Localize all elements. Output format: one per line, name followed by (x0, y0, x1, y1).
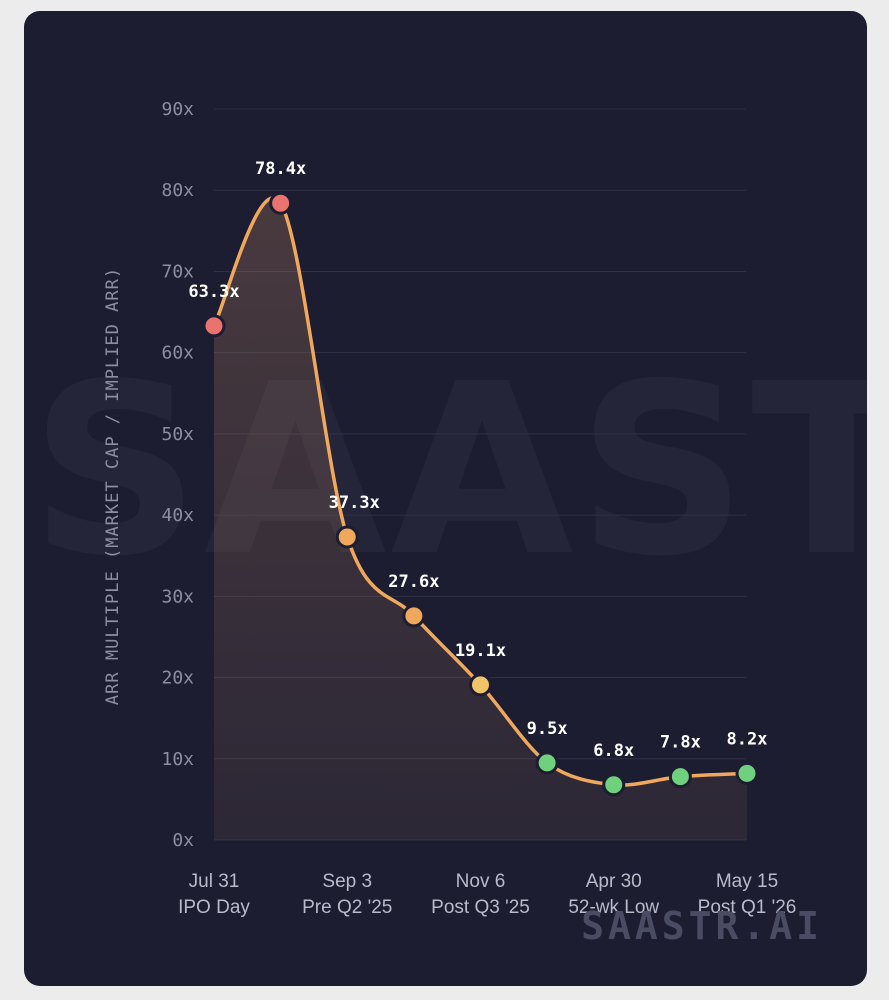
x-tick-labels: Jul 31 IPO Day Sep 3 Pre Q2 '25 Nov 6 Post Q3… (178, 871, 796, 918)
y-tick-label: 60x (161, 343, 194, 364)
x-tick-label: Pre Q2 '25 (302, 897, 392, 918)
y-axis-label: ARR MULTIPLE (MARKET CAP / IMPLIED ARR) (103, 267, 123, 705)
data-label: 8.2x (727, 729, 768, 749)
x-tick-label: Apr 30 (586, 871, 642, 892)
data-label: 63.3x (188, 282, 239, 302)
x-tick-label: Jul 31 (189, 871, 240, 892)
data-point (469, 673, 492, 697)
data-label: 19.1x (455, 641, 506, 661)
y-tick-label: 80x (161, 180, 194, 201)
data-points (202, 191, 759, 797)
data-point (602, 773, 626, 797)
data-label: 7.8x (660, 733, 701, 753)
y-tick-label: 20x (161, 668, 194, 689)
brand-logo-text: SAASTR.AI (581, 904, 823, 948)
data-point (535, 751, 559, 775)
data-point (402, 604, 426, 628)
data-point (269, 191, 293, 215)
y-tick-label: 70x (161, 261, 194, 282)
x-tick-label: Nov 6 (456, 871, 506, 892)
y-tick-label: 30x (161, 586, 194, 607)
data-label: 37.3x (329, 493, 380, 513)
data-labels: 63.3x 78.4x 37.3x 27.6x 19.1x 9.5x 6.8x 7.8x 8.2… (188, 159, 767, 761)
data-label: 6.8x (593, 741, 634, 761)
y-tick-label: 0x (172, 830, 194, 851)
data-point (335, 525, 359, 549)
x-tick-label: Post Q1 '26 (698, 897, 797, 918)
chart-card: SAASTR.AI 63.3x78.4x37.3x27.6x19.1x9.5x6… (24, 11, 867, 986)
area-fill-shape (214, 197, 747, 840)
data-label: 9.5x (527, 719, 568, 739)
data-point (202, 314, 226, 338)
y-tick-label: 50x (161, 424, 194, 445)
data-point (668, 765, 692, 789)
x-tick-label: Sep 3 (322, 871, 372, 892)
y-tick-label: 40x (161, 505, 194, 526)
x-tick-label: May 15 (716, 871, 778, 892)
data-label: 27.6x (388, 572, 439, 592)
x-tick-label: Post Q3 '25 (431, 897, 530, 918)
x-tick-label: 52-wk Low (568, 897, 659, 918)
data-label: 78.4x (255, 159, 306, 179)
y-tick-label: 10x (161, 749, 194, 770)
data-point (735, 761, 759, 785)
y-tick-labels: 0x 10x 20x 30x 40x 50x 60x 70x 80x 90x (161, 99, 194, 851)
y-tick-label: 90x (161, 99, 194, 120)
area-fill (214, 197, 747, 840)
arr-multiple-chart: 63.3x 78.4x 37.3x 27.6x 19.1x 9.5x 6.8x 7.8x 8.2… (103, 99, 796, 918)
x-tick-label: IPO Day (178, 897, 250, 918)
